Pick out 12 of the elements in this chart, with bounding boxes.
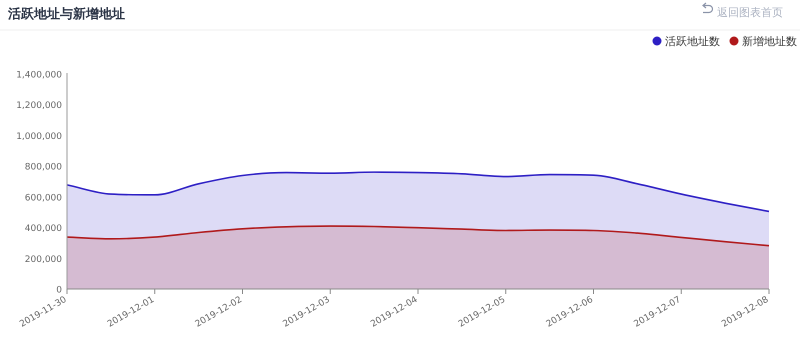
- y-tick-label: 400,000: [24, 224, 62, 234]
- text: 返回图表首页: [717, 6, 783, 19]
- legend-label: 新增地址数: [742, 35, 797, 48]
- y-tick-label: 200,000: [24, 254, 62, 265]
- y-tick-label: 0: [56, 286, 62, 296]
- y-tick-label: 800,000: [24, 162, 62, 173]
- legend-label: 活跃地址数: [665, 35, 720, 48]
- chart-title: 活跃地址与新增地址: [7, 6, 125, 22]
- y-tick-label: 600,000: [24, 193, 62, 204]
- y-tick-label: 1,400,000: [16, 70, 62, 80]
- y-tick-label: 1,000,000: [16, 132, 62, 142]
- y-tick-label: 1,200,000: [16, 101, 62, 112]
